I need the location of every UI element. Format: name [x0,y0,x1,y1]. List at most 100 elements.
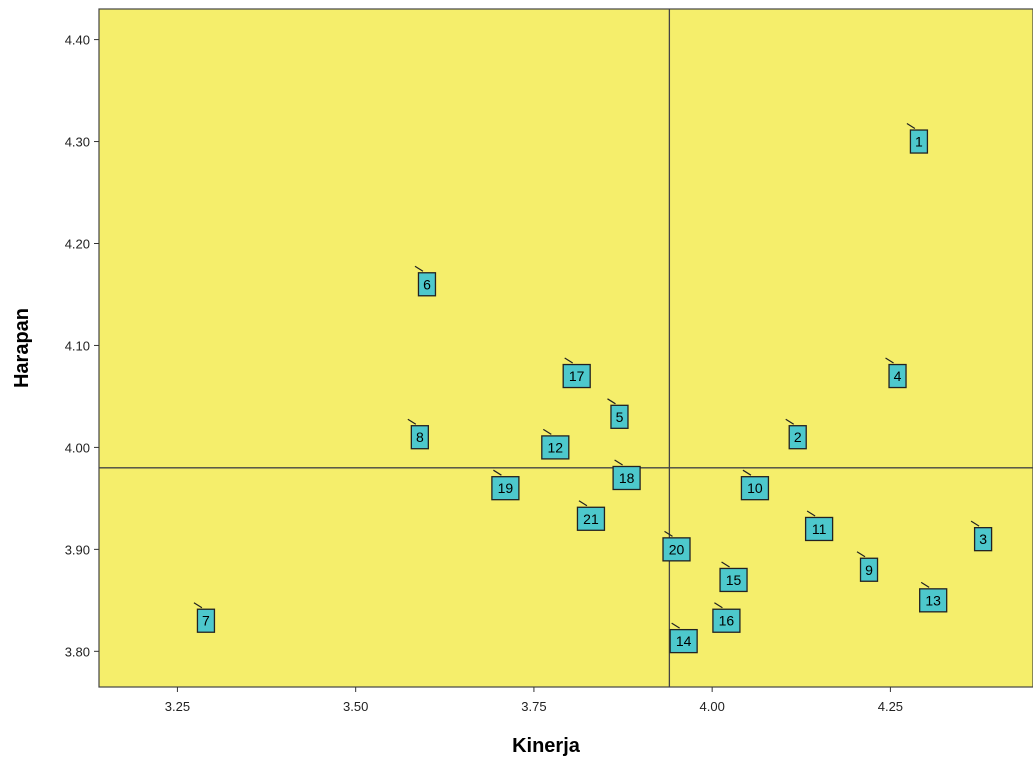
point-marker [607,398,616,405]
point-16: 16 [712,602,741,633]
point-label: 21 [583,511,599,527]
point-marker [906,123,916,130]
point-7: 7 [193,602,216,633]
reference-lines [99,9,1033,687]
point-marker [407,418,417,425]
point-marker [493,469,502,476]
point-label: 13 [925,592,941,608]
point-label: 7 [202,613,210,629]
point-label-box [612,465,641,491]
point-label: 4 [894,368,902,384]
y-axis-title: Harapan [11,308,33,388]
point-10: 10 [740,469,770,501]
point-marker [920,581,930,588]
point-marker [542,428,552,435]
point-label: 9 [865,562,873,578]
point-label: 12 [548,439,564,455]
point-marker [856,551,866,558]
y-tick-label: 4.10 [65,338,90,353]
point-marker [193,602,203,609]
x-axis-title: Kinerja [512,735,581,757]
point-12: 12 [541,428,570,460]
point-marker [806,510,816,517]
point-marker [671,622,680,629]
x-tick-label: 3.75 [521,699,546,714]
point-label: 17 [569,368,585,384]
y-tick-label: 4.30 [65,135,90,150]
point-label-box [909,129,929,154]
point-label: 8 [416,429,424,445]
point-label: 18 [619,470,635,486]
axes: 3.25 3.50 3.75 4.00 4.25 3.80 3.90 4.00 4.10 4.20… [65,33,903,714]
y-tick-label: 3.80 [65,644,90,659]
point-label: 1 [915,134,923,150]
point-label: 2 [794,429,802,445]
point-label-box [669,628,698,654]
point-label-box [788,425,807,450]
point-label-box [541,435,570,460]
point-marker [714,602,723,609]
point-14: 14 [669,622,698,654]
point-label-box [662,537,691,562]
point-label-box [410,425,429,450]
point-marker [885,357,894,364]
point-label-box [610,404,629,429]
point-label: 16 [719,613,735,629]
point-6: 6 [414,265,437,297]
point-2: 2 [785,418,807,450]
x-tick-label: 4.25 [878,699,903,714]
point-label-box [491,476,520,501]
x-tick-label: 3.50 [343,699,368,714]
point-label-box [712,608,741,633]
point-marker [578,500,588,507]
point-marker [785,418,795,425]
point-13: 13 [919,581,948,613]
plot-area [98,8,1033,688]
y-tick-label: 4.20 [65,236,90,251]
point-label: 15 [726,572,742,588]
point-label-box [804,516,834,542]
point-label-box [719,567,748,593]
x-tick-label: 3.25 [165,699,190,714]
point-18: 18 [612,459,641,491]
point-marker [564,357,574,364]
point-marker [614,459,623,466]
point-label-box [973,527,993,552]
point-1: 1 [906,123,929,154]
point-20: 20 [662,530,691,562]
x-tick-label: 4.00 [700,699,725,714]
point-label: 5 [616,409,624,425]
point-label-box [196,608,216,633]
point-label: 19 [498,480,514,496]
point-marker [414,265,424,272]
point-marker [742,469,752,476]
point-label-box [562,363,591,389]
point-label-box [417,272,437,297]
point-label-box [576,506,606,531]
point-label-box [859,557,879,582]
y-tick-label: 3.90 [65,542,90,557]
point-3: 3 [970,520,993,552]
point-label: 6 [423,276,431,292]
point-9: 9 [856,551,879,582]
point-marker [664,530,673,537]
point-label-box [740,476,770,501]
point-8: 8 [407,418,429,450]
point-11: 11 [804,510,834,542]
point-marker [721,561,730,568]
point-label: 20 [669,541,685,557]
point-marker [970,520,980,527]
point-label-box [888,363,907,389]
point-4: 4 [885,357,907,389]
point-15: 15 [719,561,748,593]
point-label: 3 [979,531,987,547]
point-21: 21 [576,500,606,531]
point-label: 14 [676,633,692,649]
point-17: 17 [562,357,591,389]
point-label: 10 [747,480,763,496]
point-label-box [919,588,948,613]
point-5: 5 [607,398,629,429]
